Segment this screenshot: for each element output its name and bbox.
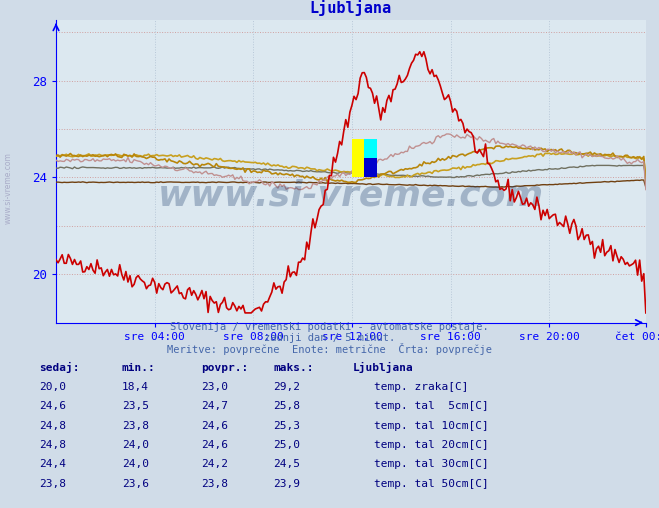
Text: temp. tal 10cm[C]: temp. tal 10cm[C] xyxy=(374,421,488,431)
Text: 24,8: 24,8 xyxy=(40,440,67,450)
Text: 23,6: 23,6 xyxy=(122,479,149,489)
Text: temp. tal 30cm[C]: temp. tal 30cm[C] xyxy=(374,459,488,469)
Polygon shape xyxy=(352,139,364,177)
Text: 23,8: 23,8 xyxy=(40,479,67,489)
Text: 29,2: 29,2 xyxy=(273,382,301,392)
Text: min.:: min.: xyxy=(122,363,156,373)
Text: maks.:: maks.: xyxy=(273,363,314,373)
Text: zadnji dan / 5 minut.: zadnji dan / 5 minut. xyxy=(264,333,395,343)
Text: 25,8: 25,8 xyxy=(273,401,301,411)
Text: temp. tal  5cm[C]: temp. tal 5cm[C] xyxy=(374,401,488,411)
Text: 24,6: 24,6 xyxy=(201,440,228,450)
Text: 24,6: 24,6 xyxy=(201,421,228,431)
Text: 24,7: 24,7 xyxy=(201,401,228,411)
Text: povpr.:: povpr.: xyxy=(201,363,248,373)
Text: 23,9: 23,9 xyxy=(273,479,301,489)
Text: 23,8: 23,8 xyxy=(201,479,228,489)
Text: temp. tal 20cm[C]: temp. tal 20cm[C] xyxy=(374,440,488,450)
Text: sedaj:: sedaj: xyxy=(40,362,80,373)
Polygon shape xyxy=(364,139,377,158)
Text: Slovenija / vremenski podatki - avtomatske postaje.: Slovenija / vremenski podatki - avtomats… xyxy=(170,322,489,332)
Text: 24,2: 24,2 xyxy=(201,459,228,469)
Text: temp. tal 50cm[C]: temp. tal 50cm[C] xyxy=(374,479,488,489)
Text: 23,8: 23,8 xyxy=(122,421,149,431)
Text: www.si-vreme.com: www.si-vreme.com xyxy=(158,179,544,213)
Text: 24,8: 24,8 xyxy=(40,421,67,431)
Text: 23,0: 23,0 xyxy=(201,382,228,392)
Text: 23,5: 23,5 xyxy=(122,401,149,411)
Text: 24,4: 24,4 xyxy=(40,459,67,469)
Text: 24,0: 24,0 xyxy=(122,440,149,450)
Text: 25,3: 25,3 xyxy=(273,421,301,431)
Text: 24,0: 24,0 xyxy=(122,459,149,469)
Text: Meritve: povprečne  Enote: metrične  Črta: povprečje: Meritve: povprečne Enote: metrične Črta:… xyxy=(167,342,492,355)
Text: www.si-vreme.com: www.si-vreme.com xyxy=(3,152,13,224)
Text: Ljubljana: Ljubljana xyxy=(353,362,413,373)
Text: 18,4: 18,4 xyxy=(122,382,149,392)
Text: 24,6: 24,6 xyxy=(40,401,67,411)
Text: 20,0: 20,0 xyxy=(40,382,67,392)
Text: 25,0: 25,0 xyxy=(273,440,301,450)
Text: 24,5: 24,5 xyxy=(273,459,301,469)
Title: Ljubljana: Ljubljana xyxy=(310,0,392,16)
Polygon shape xyxy=(364,158,377,177)
Text: temp. zraka[C]: temp. zraka[C] xyxy=(374,382,468,392)
